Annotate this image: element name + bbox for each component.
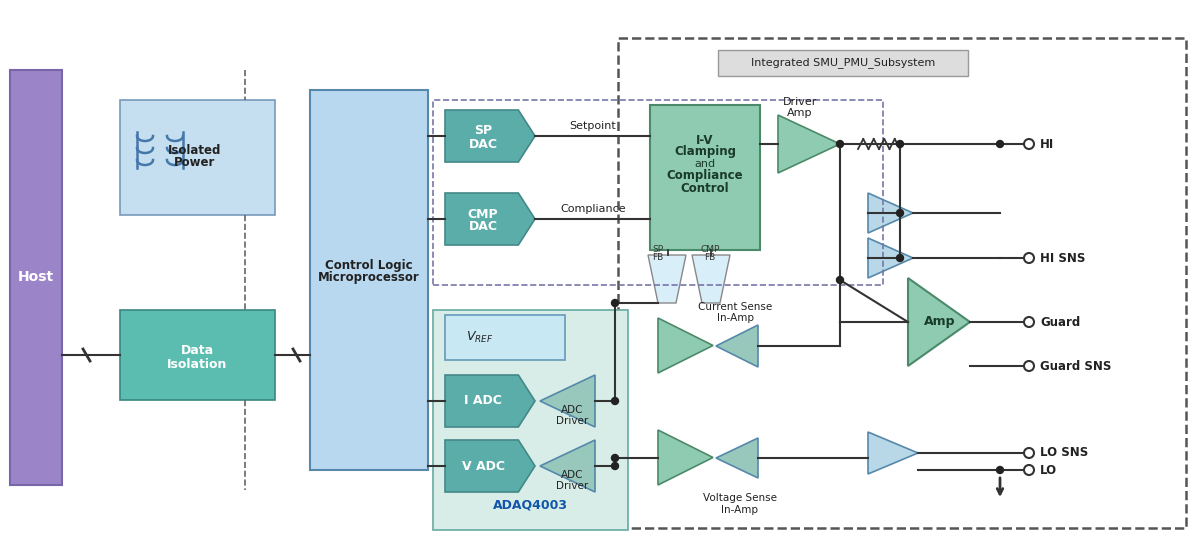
- Polygon shape: [716, 325, 758, 367]
- Text: In-Amp: In-Amp: [722, 505, 759, 515]
- Text: Isolation: Isolation: [167, 357, 227, 371]
- Circle shape: [896, 141, 903, 148]
- Text: V ADC: V ADC: [462, 460, 504, 473]
- Text: I-V: I-V: [697, 133, 713, 147]
- Text: Control Logic: Control Logic: [325, 259, 413, 272]
- Text: $V_{REF}$: $V_{REF}$: [467, 329, 493, 345]
- Text: ADC: ADC: [561, 470, 583, 480]
- Polygon shape: [908, 278, 970, 366]
- Text: Guard: Guard: [1041, 316, 1080, 328]
- Circle shape: [1024, 465, 1035, 475]
- Circle shape: [1024, 139, 1035, 149]
- Circle shape: [1024, 361, 1035, 371]
- Text: ADC: ADC: [561, 405, 583, 415]
- Polygon shape: [716, 438, 758, 478]
- Text: Isolated: Isolated: [168, 143, 221, 156]
- Circle shape: [836, 141, 843, 148]
- Circle shape: [896, 210, 903, 216]
- Text: Amp: Amp: [787, 108, 813, 118]
- Text: I ADC: I ADC: [464, 395, 502, 407]
- Polygon shape: [540, 440, 595, 492]
- Circle shape: [611, 462, 618, 469]
- Text: Voltage Sense: Voltage Sense: [703, 493, 777, 503]
- Polygon shape: [445, 440, 535, 492]
- Text: SP: SP: [652, 245, 664, 255]
- Circle shape: [996, 141, 1003, 148]
- Text: Compliance: Compliance: [666, 170, 743, 182]
- Text: FB: FB: [652, 254, 664, 262]
- FancyBboxPatch shape: [120, 310, 275, 400]
- Polygon shape: [869, 432, 918, 474]
- Text: FB: FB: [705, 254, 716, 262]
- Text: and: and: [694, 159, 716, 169]
- Circle shape: [896, 255, 903, 261]
- Text: SP: SP: [474, 125, 492, 137]
- Polygon shape: [445, 193, 535, 245]
- Polygon shape: [445, 375, 535, 427]
- FancyBboxPatch shape: [10, 70, 63, 485]
- Text: DAC: DAC: [468, 221, 498, 233]
- Text: DAC: DAC: [468, 137, 498, 150]
- Text: LO SNS: LO SNS: [1041, 446, 1089, 460]
- Circle shape: [996, 467, 1003, 473]
- Polygon shape: [869, 193, 913, 233]
- Text: Integrated SMU_PMU_Subsystem: Integrated SMU_PMU_Subsystem: [751, 58, 935, 69]
- Text: Clamping: Clamping: [674, 145, 736, 159]
- FancyBboxPatch shape: [120, 100, 275, 215]
- Text: Guard SNS: Guard SNS: [1041, 360, 1112, 373]
- Text: Driver: Driver: [556, 416, 588, 426]
- Polygon shape: [692, 255, 730, 303]
- Text: CMP: CMP: [700, 245, 719, 255]
- Circle shape: [611, 397, 618, 405]
- Polygon shape: [658, 318, 713, 373]
- Polygon shape: [540, 375, 595, 427]
- Text: Compliance: Compliance: [561, 204, 626, 214]
- Text: CMP: CMP: [468, 208, 498, 221]
- Text: Amp: Amp: [924, 316, 955, 328]
- Polygon shape: [658, 430, 713, 485]
- Text: Power: Power: [174, 156, 215, 170]
- FancyBboxPatch shape: [433, 310, 628, 530]
- Circle shape: [836, 277, 843, 283]
- Text: Microprocessor: Microprocessor: [318, 272, 420, 284]
- Circle shape: [611, 300, 618, 306]
- Polygon shape: [445, 110, 535, 162]
- Circle shape: [611, 455, 618, 462]
- FancyBboxPatch shape: [310, 90, 428, 470]
- Circle shape: [1024, 448, 1035, 458]
- Text: HI: HI: [1041, 137, 1054, 150]
- Circle shape: [1024, 317, 1035, 327]
- FancyBboxPatch shape: [650, 105, 760, 250]
- Text: In-Amp: In-Amp: [717, 313, 753, 323]
- Text: Driver: Driver: [556, 481, 588, 491]
- Text: Data: Data: [180, 344, 214, 356]
- Polygon shape: [778, 115, 840, 173]
- Text: HI SNS: HI SNS: [1041, 251, 1085, 265]
- FancyBboxPatch shape: [718, 50, 968, 76]
- Text: Driver: Driver: [783, 97, 817, 107]
- Text: LO: LO: [1041, 463, 1057, 477]
- Polygon shape: [869, 238, 913, 278]
- Circle shape: [1024, 253, 1035, 263]
- Text: Current Sense: Current Sense: [698, 302, 772, 312]
- Text: Control: Control: [681, 182, 729, 194]
- Text: Setpoint: Setpoint: [570, 121, 616, 131]
- FancyBboxPatch shape: [445, 315, 565, 360]
- Polygon shape: [648, 255, 686, 303]
- Text: ADAQ4003: ADAQ4003: [492, 498, 568, 512]
- Text: Host: Host: [18, 270, 54, 284]
